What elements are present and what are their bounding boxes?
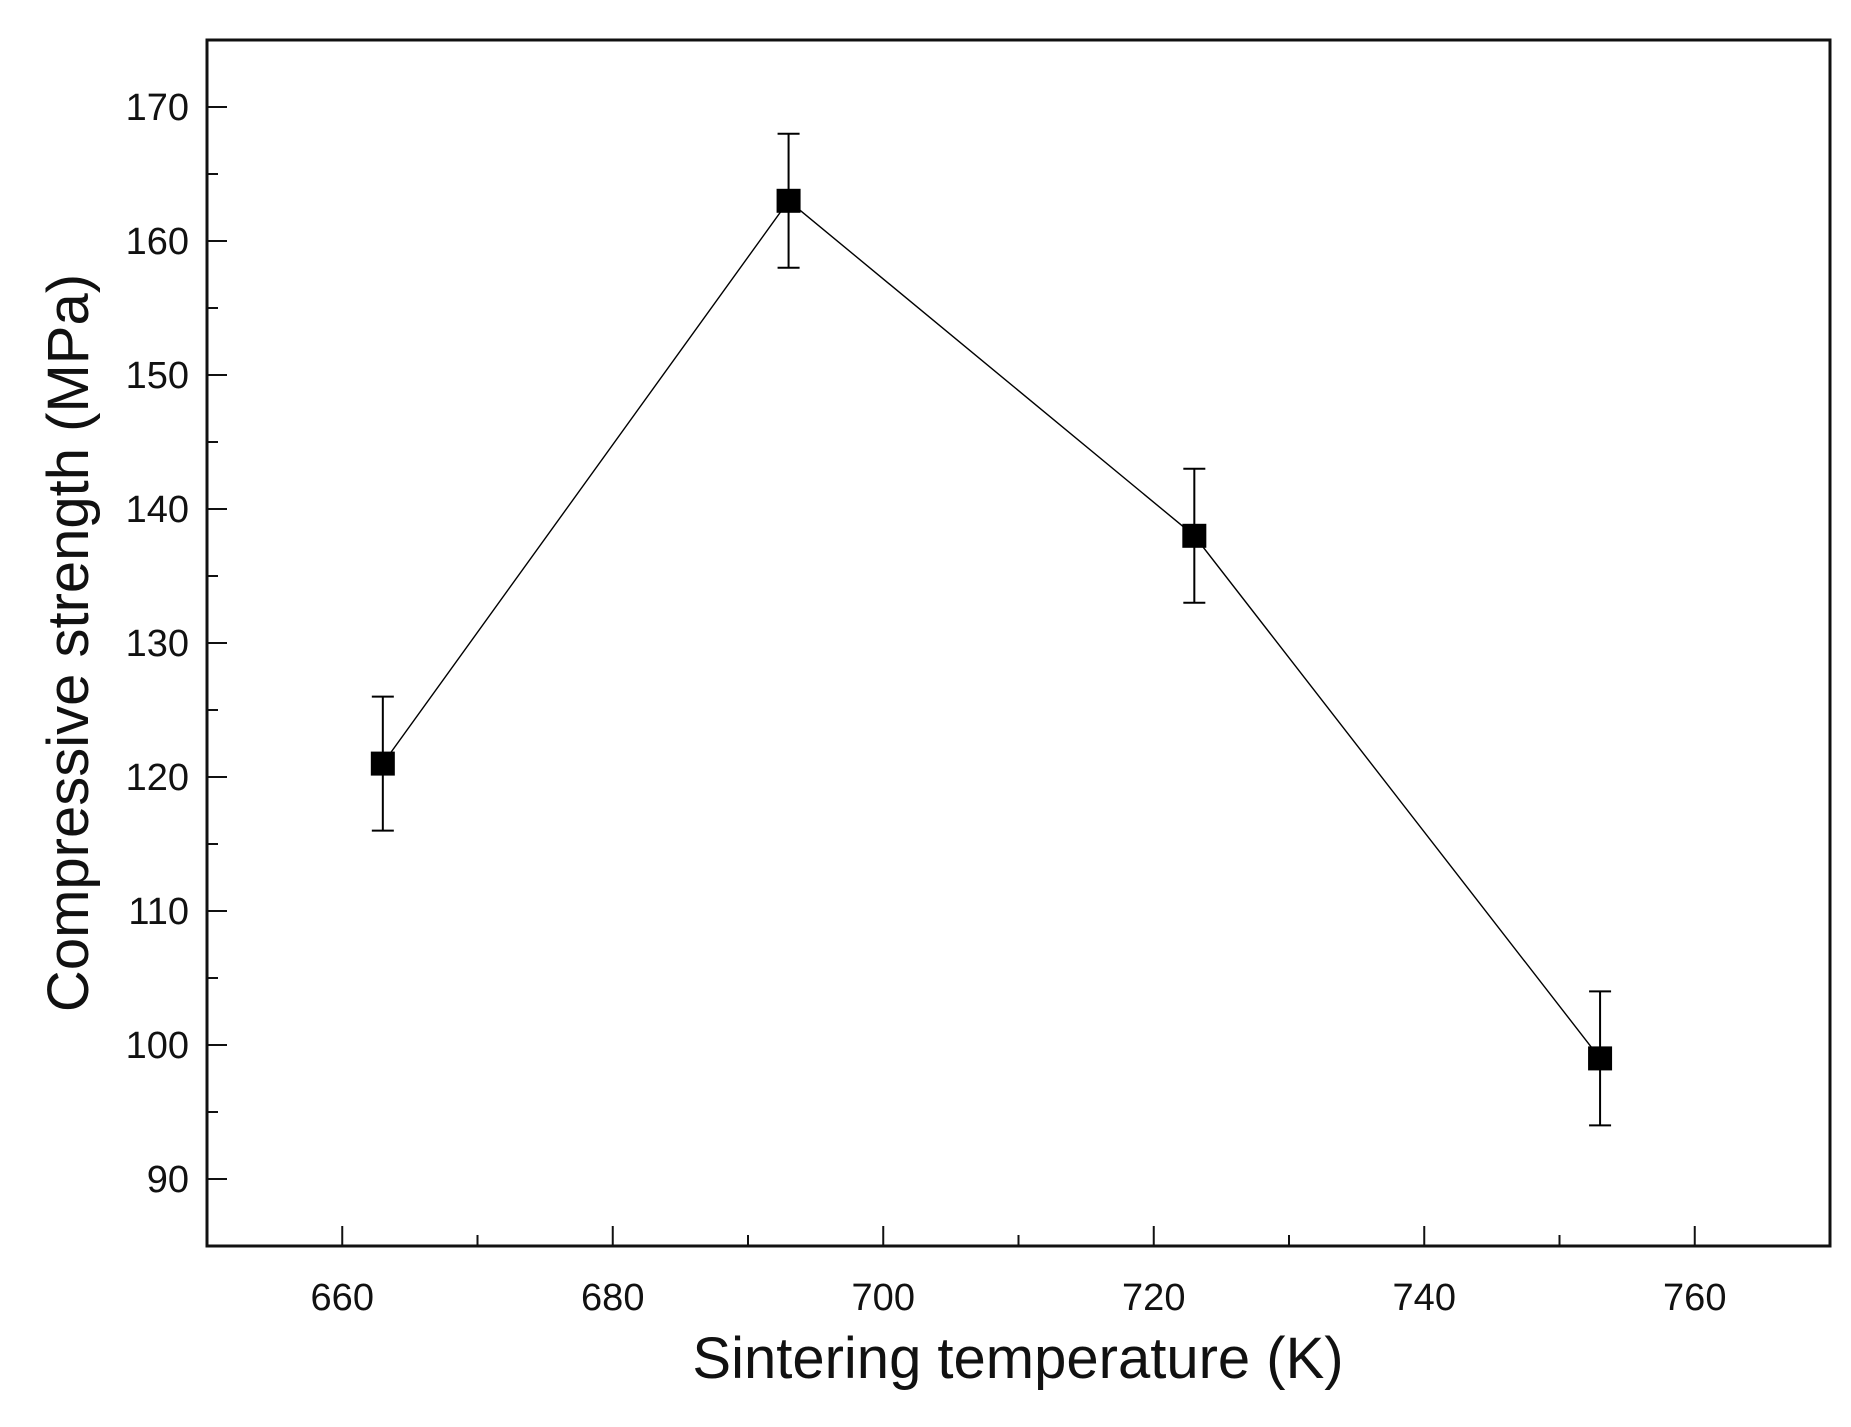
y-tick-label: 120 <box>126 757 189 799</box>
y-tick-label: 130 <box>126 623 189 665</box>
y-axis-title: Compressive strength (MPa) <box>36 274 101 1012</box>
y-tick-label: 90 <box>147 1159 189 1201</box>
x-tick-label: 680 <box>581 1277 644 1319</box>
series-line <box>382 199 1601 1059</box>
y-tick-label: 140 <box>126 489 189 531</box>
x-tick-label: 760 <box>1663 1277 1726 1319</box>
x-axis-title: Sintering temperature (K) <box>692 1326 1343 1391</box>
data-point <box>1588 1046 1613 1071</box>
minor-ticks <box>207 173 1561 1246</box>
x-tick-label: 720 <box>1122 1277 1185 1319</box>
data-point <box>776 188 801 213</box>
y-tick-label: 170 <box>126 87 189 129</box>
x-tick-label: 660 <box>311 1277 374 1319</box>
x-tick-label: 700 <box>852 1277 915 1319</box>
series-layer <box>370 132 1613 1127</box>
y-tick-label: 110 <box>128 891 189 933</box>
data-point <box>370 751 395 776</box>
y-tick-label: 150 <box>126 355 189 397</box>
y-axis-ticks: 90 100 110 120 130 140 150 160 170 <box>126 87 227 1201</box>
x-axis-ticks: 660 680 700 720 740 760 <box>311 1226 1726 1319</box>
data-point <box>1182 523 1207 548</box>
y-tick-label: 160 <box>126 221 189 263</box>
plot-frame <box>205 38 1832 1248</box>
y-tick-label: 100 <box>126 1025 189 1067</box>
x-tick-label: 740 <box>1393 1277 1456 1319</box>
